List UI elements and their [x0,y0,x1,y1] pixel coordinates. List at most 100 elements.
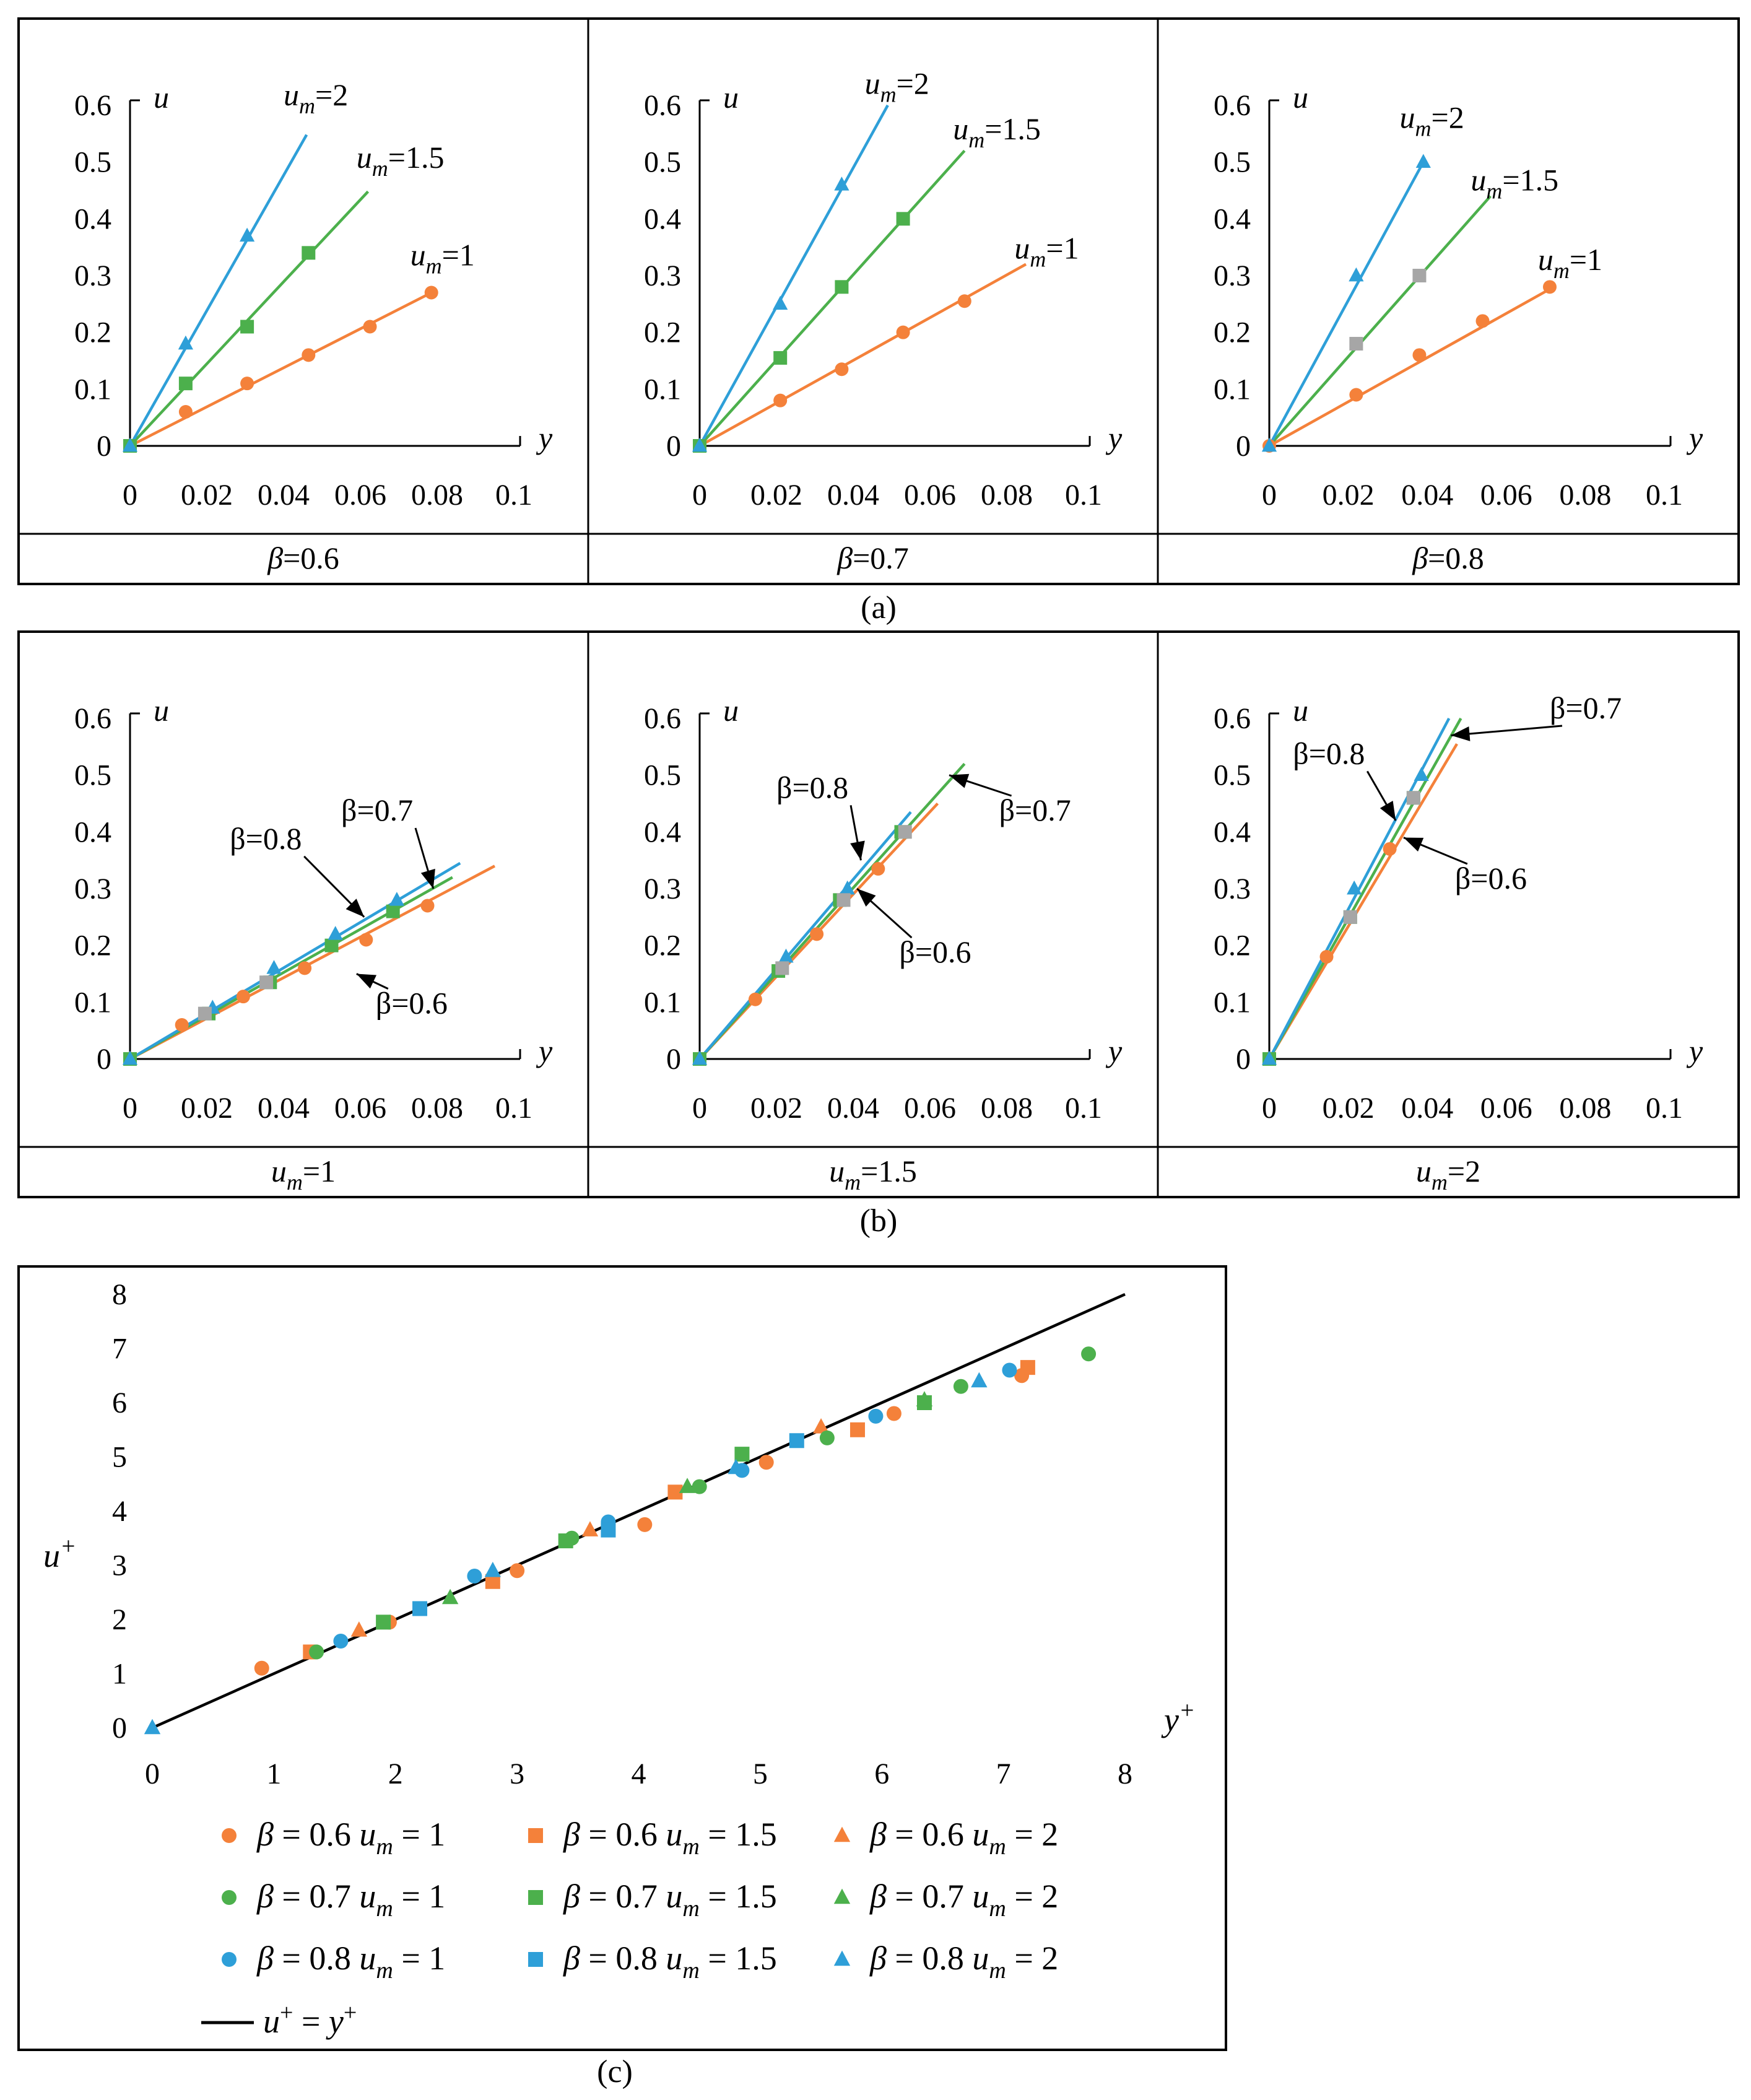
legend-label: β = 0.6 um = 1 [256,1816,445,1860]
x-tick-label: 0.02 [750,1092,802,1125]
data-point [333,1634,349,1649]
arrow-head [356,974,377,989]
data-point [1319,950,1334,964]
data-point [819,1430,835,1445]
data-point [1412,348,1427,362]
chart-panel: 0 0.1 0.2 0.3 0.4 0.5 0.6 0 0.02 0.04 0.06 0.08 0.1 u… [644,66,1123,575]
data-point [773,393,788,407]
data-point [840,880,855,895]
data-point [1415,154,1431,168]
data-point [424,285,438,300]
data-point [558,1533,573,1549]
series-line [698,104,889,447]
x-tick-label: 0.1 [1646,479,1683,512]
x-tick-label: 0.08 [1559,1092,1611,1125]
data-point [1383,842,1397,856]
x-tick-label: 0.08 [981,1092,1033,1125]
x-tick-label: 0.02 [750,479,802,512]
data-point [748,992,762,1006]
legend-marker [528,1890,543,1905]
arrow-head [1380,801,1396,821]
legend-label: β = 0.8 um = 2 [869,1940,1058,1984]
annotation-label: β=0.8 [230,821,302,856]
arrow-head [850,840,865,861]
y-tick-label: 0 [666,430,681,463]
y-tick-label: 0.1 [74,986,111,1019]
subfigure-label: (a) [861,590,897,625]
chart-panel: 0 0.1 0.2 0.3 0.4 0.5 0.6 0 0.02 0.04 0.06 0.08 0.1 u… [644,693,1123,1195]
annotation-label: β=0.8 [776,770,848,804]
chart-panel: 0 0.1 0.2 0.3 0.4 0.5 0.6 0 0.02 0.04 0.06 0.08 0.1 u… [74,77,553,575]
x-tick-label: 0.08 [1559,479,1611,512]
x-tick-label: 4 [632,1758,646,1790]
data-point [198,1006,212,1021]
y-tick-label: 1 [112,1658,127,1691]
x-tick-label: 0 [123,1092,137,1125]
y-tick-label: 0.5 [644,759,681,792]
data-point [758,1455,774,1470]
data-point [350,1621,368,1637]
y-tick-label: 0.6 [644,702,681,735]
data-point [178,405,193,419]
y-tick-label: 0.6 [74,89,111,122]
panel-caption: um=2 [1416,1154,1480,1195]
annotation-label: β=0.8 [1293,736,1365,770]
series-line [1268,161,1425,447]
y-axis-label: u+ [43,1533,76,1574]
data-point [886,1406,902,1421]
chart-panel-c: (c) 0 1 2 3 4 5 6 7 8 0 1 2 3 4 5 6 7 8 u+ y+ β = 0.6 um = 1 β… [17,1265,1227,2089]
x-tick-label: 5 [753,1758,768,1790]
y-tick-label: 0.2 [1214,316,1251,349]
x-tick-label: 0.08 [981,479,1033,512]
origin-point [144,1719,161,1735]
data-point [1002,1362,1017,1378]
y-tick-label: 0.1 [74,373,111,406]
x-tick-label: 0 [692,479,707,512]
chart-panel: 0 0.1 0.2 0.3 0.4 0.5 0.6 0 0.02 0.04 0.06 0.08 0.1 u… [1214,691,1703,1195]
y-tick-label: 0.6 [1214,89,1251,122]
y-tick-label: 0.3 [644,873,681,905]
data-point [692,1050,708,1065]
x-tick-label: 0 [123,479,137,512]
x-tick-label: 0.06 [904,479,956,512]
data-point [971,1372,988,1388]
legend-marker [833,1888,851,1904]
series-line [129,190,370,447]
subfigure-label: (b) [860,1203,898,1239]
legend-label: β = 0.7 um = 2 [869,1878,1058,1922]
series-line [698,762,966,1060]
data-point [467,1569,482,1584]
y-tick-label: 0.5 [644,146,681,179]
data-point [1349,337,1363,351]
figure-root: (a) (b) 0 0.1 0.2 0.3 0.4 0.5 0.6 0 0.02 0.04 0.06 0.… [17,17,1740,2089]
y-tick-label: 0.1 [644,986,681,1019]
data-point [178,377,193,391]
data-point [581,1521,599,1536]
y-tick-label: 0.6 [644,89,681,122]
data-point [953,1379,968,1394]
legend-marker [833,1950,851,1966]
x-axis-label: y [1686,420,1703,455]
y-tick-label: 0 [97,430,111,463]
data-point [679,1478,696,1493]
data-point [302,246,316,260]
legend-label: β = 0.7 um = 1 [256,1878,445,1922]
y-tick-label: 0.5 [74,146,111,179]
data-point [734,1447,750,1462]
data-point [692,1479,707,1494]
y-tick-label: 0.1 [644,373,681,406]
x-axis-label: y+ [1161,1697,1195,1738]
x-tick-label: 8 [1118,1758,1132,1790]
data-point [692,437,708,452]
y-tick-label: 0.4 [74,816,111,848]
data-point [240,227,255,242]
x-tick-label: 0.06 [334,1092,386,1125]
data-point [412,1601,428,1616]
data-point [834,176,849,191]
arrow-head [1403,837,1424,852]
series-line [1268,717,1462,1060]
data-point [309,1644,324,1660]
x-axis-label: y [536,1034,553,1068]
data-point [871,861,885,876]
series-label: um=2 [865,66,929,107]
